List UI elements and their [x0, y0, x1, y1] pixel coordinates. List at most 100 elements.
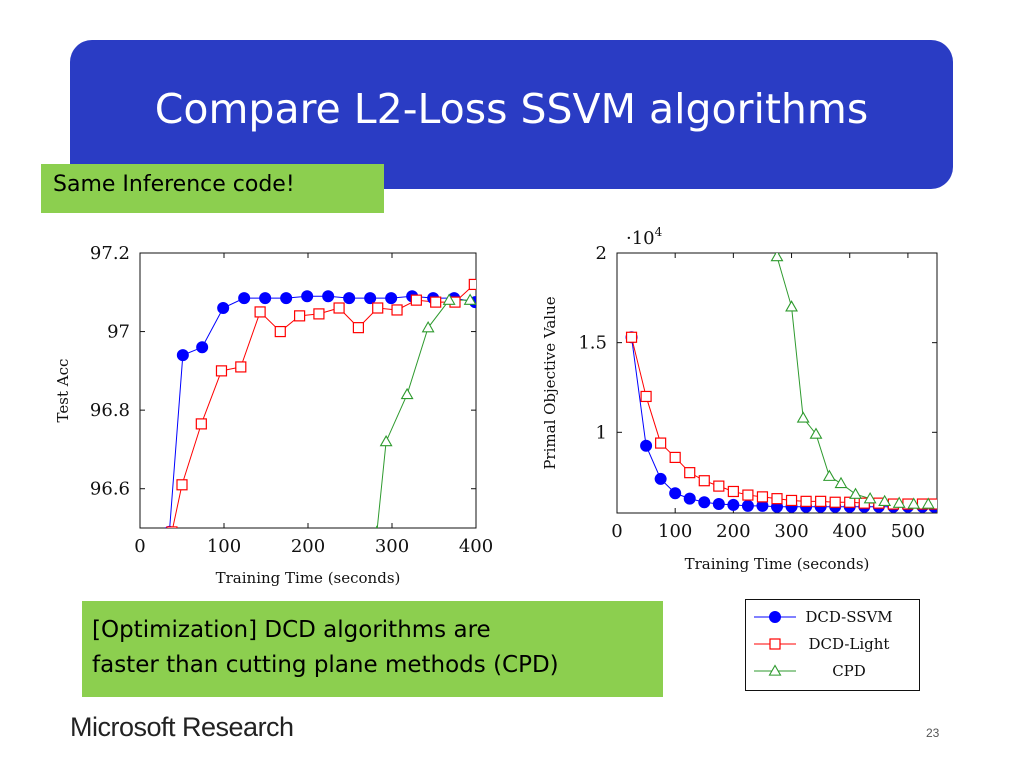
data-point-dcd-light	[176, 479, 188, 491]
x-tick-label: 200	[291, 536, 325, 557]
axis-multiplier: ·104	[626, 225, 663, 249]
data-point-dcd-ssvm	[741, 499, 754, 512]
data-point-dcd-light	[410, 294, 422, 306]
data-point-dcd-light	[727, 485, 739, 498]
x-tick-label: 500	[891, 521, 925, 542]
data-point-cpd	[834, 476, 848, 489]
y-tick-label: 97	[107, 322, 130, 343]
data-point-cpd	[375, 525, 379, 528]
data-point-cpd	[907, 497, 921, 509]
data-point-dcd-light	[372, 302, 384, 314]
data-point-cpd	[878, 494, 892, 507]
legend-marker-dcd-light	[769, 638, 781, 650]
data-point-dcd-light	[713, 480, 725, 492]
data-point-cpd	[809, 427, 823, 439]
data-point-dcd-light	[313, 308, 325, 320]
data-point-cpd	[770, 253, 784, 262]
callout-same-inference: Same Inference code!	[41, 164, 384, 213]
data-point-dcd-light	[195, 418, 207, 430]
legend-graphics: DCD-SSVM DCD-Light CPD	[754, 608, 893, 680]
data-point-dcd-light	[684, 467, 696, 479]
x-tick-label: 300	[774, 521, 808, 542]
data-point-cpd	[379, 434, 393, 447]
x-axis-label: Training Time (seconds)	[685, 555, 870, 573]
series-line-dcd-ssvm	[631, 337, 935, 508]
y-tick-label: 96.6	[90, 479, 130, 500]
data-point-cpd	[849, 487, 862, 499]
brand-logo-text: Microsoft Research	[70, 712, 294, 742]
y-tick-label: 1.5	[578, 333, 607, 354]
x-tick-label: 0	[611, 521, 622, 542]
data-point-cpd	[863, 492, 877, 504]
data-point-dcd-ssvm	[654, 472, 667, 485]
data-point-dcd-light	[294, 310, 306, 322]
callout-line-1: [Optimization] DCD algorithms are	[92, 617, 491, 643]
series-line-cpd	[776, 256, 929, 505]
data-point-dcd-ssvm	[322, 290, 335, 303]
data-point-cpd	[822, 469, 836, 481]
data-point-dcd-ssvm	[727, 498, 740, 511]
legend-marker-dcd-ssvm	[769, 611, 781, 623]
data-point-dcd-light	[215, 365, 228, 377]
y-axis-label: Test Acc	[54, 359, 72, 423]
data-point-cpd	[442, 293, 456, 305]
data-point-dcd-ssvm	[385, 292, 398, 305]
series-line-dcd-light	[631, 337, 935, 505]
slide-title: Compare L2-Loss SSVM algorithms	[154, 85, 869, 133]
x-tick-label: 100	[207, 536, 241, 557]
data-point-dcd-ssvm	[217, 302, 230, 314]
legend-label: CPD	[832, 662, 866, 680]
x-tick-label: 100	[658, 521, 692, 542]
y-axis-label: Primal Objective Value	[541, 296, 559, 469]
x-tick-label: 400	[833, 521, 867, 542]
data-point-dcd-light	[254, 306, 266, 318]
data-point-dcd-light	[800, 495, 812, 507]
data-point-dcd-ssvm	[640, 439, 653, 452]
data-point-dcd-light	[756, 491, 769, 503]
data-point-dcd-ssvm	[238, 292, 251, 305]
data-point-dcd-light	[640, 390, 652, 403]
data-point-dcd-light	[655, 437, 667, 449]
data-point-dcd-light	[815, 495, 827, 507]
data-point-cpd	[796, 411, 810, 423]
x-tick-label: 400	[459, 536, 493, 557]
plot-primal-objective: 0 100 200 300 400 500 1 1.5 2 Training Time (seco…	[541, 225, 938, 573]
data-point-cpd	[785, 300, 798, 312]
series-line-cpd	[376, 299, 471, 528]
data-point-dcd-light	[669, 451, 681, 464]
legend-label: DCD-Light	[809, 635, 890, 653]
data-point-dcd-ssvm	[683, 492, 696, 505]
series-group	[164, 278, 476, 528]
data-point-cpd	[892, 496, 906, 508]
legend-label: DCD-SSVM	[805, 608, 892, 626]
data-point-cpd	[921, 497, 935, 509]
data-point-cpd	[400, 387, 414, 400]
data-point-dcd-light	[829, 496, 841, 508]
page-number: 23	[926, 726, 940, 740]
data-point-dcd-light	[430, 296, 442, 308]
x-tick-label: 300	[375, 536, 409, 557]
data-point-dcd-ssvm	[712, 498, 725, 511]
data-point-dcd-ssvm	[280, 292, 293, 305]
data-point-dcd-light	[785, 494, 798, 507]
plot-frame	[616, 252, 938, 514]
callout-line-2: faster than cutting plane methods (CPD)	[92, 652, 559, 678]
data-point-dcd-ssvm	[259, 292, 272, 305]
data-point-dcd-light	[742, 489, 754, 501]
legend: DCD-SSVM DCD-Light CPD	[745, 599, 920, 691]
data-point-dcd-ssvm	[176, 349, 189, 362]
data-point-dcd-light	[235, 361, 247, 373]
data-point-dcd-light	[468, 278, 476, 291]
data-point-dcd-ssvm	[698, 496, 711, 509]
y-tick-label: 2	[596, 243, 607, 264]
callout-optimization: [Optimization] DCD algorithms are faster…	[82, 601, 663, 697]
data-point-dcd-light	[698, 475, 710, 487]
data-point-dcd-light	[274, 325, 286, 338]
data-point-dcd-ssvm	[364, 292, 377, 305]
data-point-dcd-light	[352, 322, 364, 334]
data-point-cpd	[421, 321, 435, 333]
data-point-dcd-light	[333, 302, 345, 314]
plot-test-acc: 0 100 200 300 400 96.6 96.8 97 97.2 Training Time…	[54, 243, 493, 587]
x-axis-label: Training Time (seconds)	[216, 569, 401, 587]
legend-marker-cpd	[768, 664, 782, 676]
